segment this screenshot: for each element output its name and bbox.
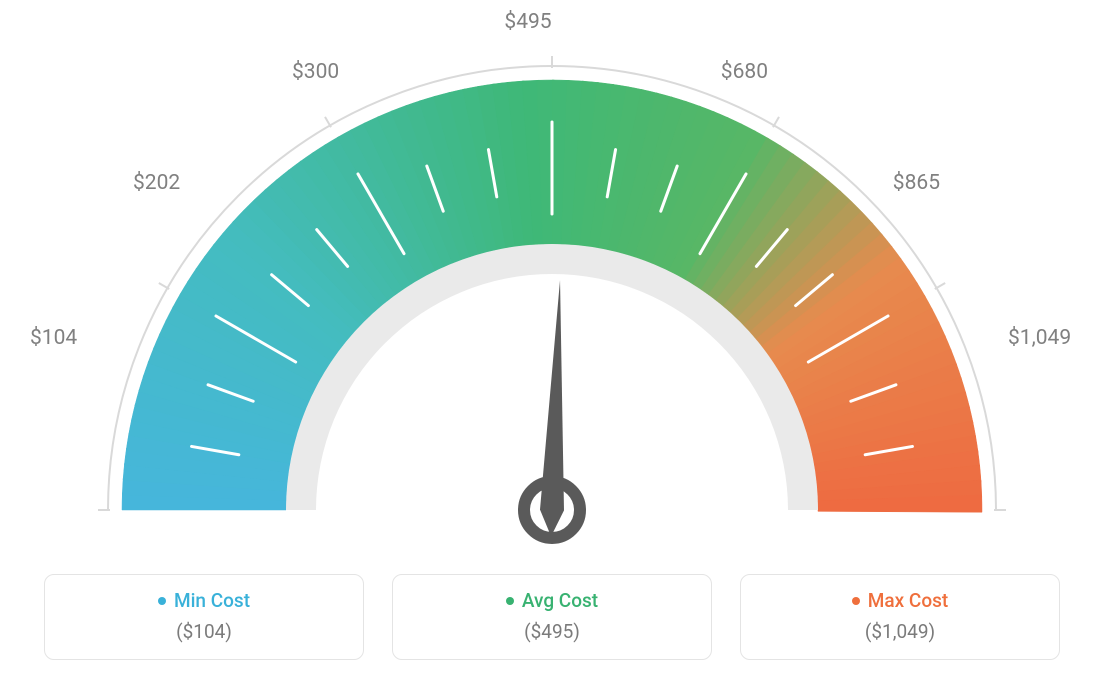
legend-max-value: ($1,049) — [751, 620, 1049, 643]
legend-avg-label: Avg Cost — [506, 589, 598, 612]
gauge-tick-label: $865 — [893, 171, 940, 195]
legend-card-avg: Avg Cost ($495) — [392, 574, 712, 660]
gauge-tick-label: $680 — [721, 60, 768, 84]
gauge-tick-label: $1,049 — [1008, 326, 1071, 350]
legend-card-max: Max Cost ($1,049) — [740, 574, 1060, 660]
gauge-tick-label: $202 — [133, 171, 180, 195]
gauge-tick-label: $300 — [292, 60, 339, 84]
gauge-tick-label: $495 — [504, 10, 551, 34]
gauge-tick-label: $104 — [30, 326, 77, 350]
legend-max-label: Max Cost — [852, 589, 948, 612]
gauge-chart: $104 $202 $300 $495 $680 $865 $1,049 — [0, 0, 1104, 560]
legend-min-label: Min Cost — [158, 589, 250, 612]
legend-min-value: ($104) — [55, 620, 353, 643]
legend-row: Min Cost ($104) Avg Cost ($495) Max Cost… — [0, 574, 1104, 660]
gauge-svg — [0, 0, 1104, 560]
legend-card-min: Min Cost ($104) — [44, 574, 364, 660]
legend-avg-value: ($495) — [403, 620, 701, 643]
